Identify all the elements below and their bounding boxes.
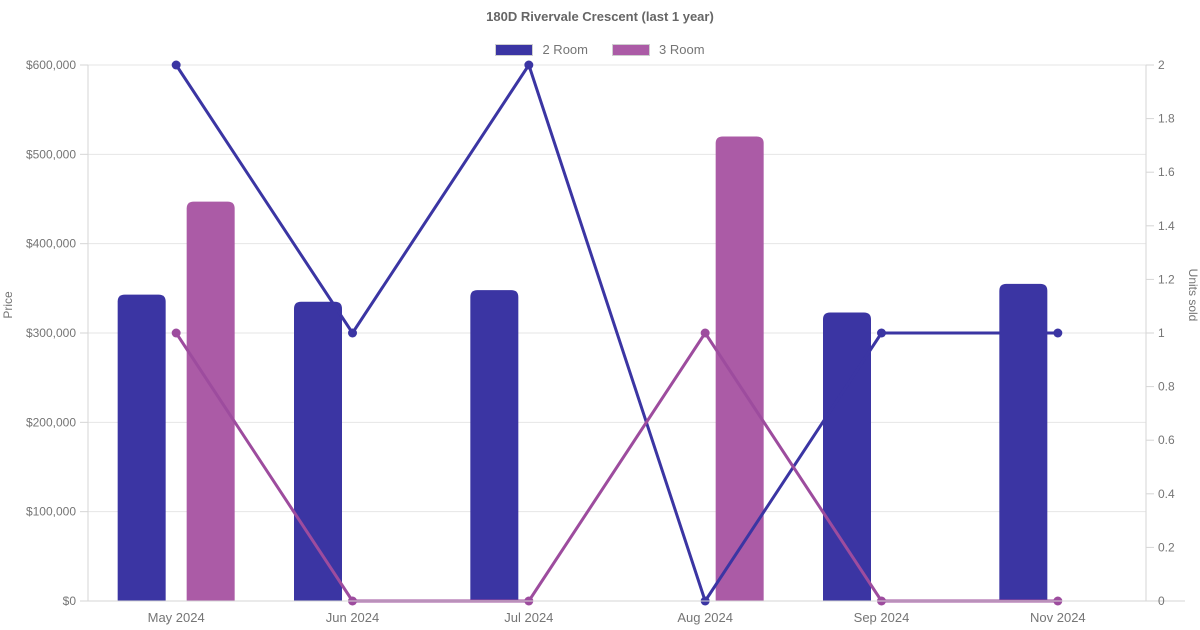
left-axis-ticks: $0 $100,000 $200,000 $300,000 $400,000 $500,0… [26,58,88,608]
bar[interactable] [117,294,166,601]
line-2-room [171,60,1063,606]
legend-label-3-room: 3 Room [659,42,705,57]
bar[interactable] [470,290,519,601]
units-tick-label: 1.8 [1158,112,1175,126]
right-axis-title: Units sold [1186,269,1200,322]
left-axis-title: Price [1,291,15,319]
units-tick-label: 1.4 [1158,219,1175,233]
data-point[interactable] [524,60,534,70]
bar[interactable] [715,136,764,601]
units-tick-label: 1.2 [1158,272,1175,286]
category-label: Sep 2024 [854,610,910,625]
units-tick-label: 0.4 [1158,487,1175,501]
category-label: Nov 2024 [1030,610,1086,625]
legend-item-3-room[interactable]: 3 Room [612,42,705,57]
bar[interactable] [823,312,871,601]
category-label: Jul 2024 [504,610,553,625]
data-point[interactable] [171,60,181,70]
category-label: Aug 2024 [677,610,733,625]
category-label: Jun 2024 [326,610,380,625]
legend-item-2-room[interactable]: 2 Room [495,42,588,57]
data-point[interactable] [877,328,886,338]
price-tick-label: $500,000 [26,147,76,161]
units-tick-label: 1 [1158,326,1165,340]
units-tick-label: 0.8 [1158,380,1175,394]
bar[interactable] [186,201,235,601]
price-tick-label: $100,000 [26,505,76,519]
price-tick-label: $300,000 [26,326,76,340]
category-label: May 2024 [148,610,205,625]
gridlines [88,64,1146,513]
price-tick-label: $600,000 [26,58,76,72]
legend-swatch-2-room-icon [495,43,534,56]
price-tick-label: $400,000 [26,237,76,251]
units-tick-label: 0.2 [1158,540,1175,554]
legend-label-2-room: 2 Room [542,42,588,57]
data-point[interactable] [1053,328,1063,338]
data-point[interactable] [171,328,181,338]
bars-3-room [186,136,764,601]
units-tick-label: 0 [1158,594,1165,608]
legend: 2 Room 3 Room [0,42,1200,57]
units-tick-label: 1.6 [1158,165,1175,179]
chart-title: 180D Rivervale Crescent (last 1 year) [486,9,714,24]
data-point[interactable] [700,328,710,338]
x-axis-labels: May 2024 Jun 2024 Jul 2024 Aug 2024 Sep 2024… [148,610,1086,625]
price-tick-label: $0 [63,594,77,608]
bars-2-room [117,283,1048,601]
bar[interactable] [999,283,1048,601]
data-point[interactable] [348,328,357,338]
legend-swatch-3-room-icon [612,43,650,56]
bar[interactable] [294,301,342,601]
units-tick-label: 0.6 [1158,433,1175,447]
price-tick-label: $200,000 [26,415,76,429]
right-axis-ticks: 0 0.2 0.4 0.6 0.8 1 1.2 1.4 1.6 1.8 2 [1146,58,1175,608]
units-tick-label: 2 [1158,58,1165,72]
